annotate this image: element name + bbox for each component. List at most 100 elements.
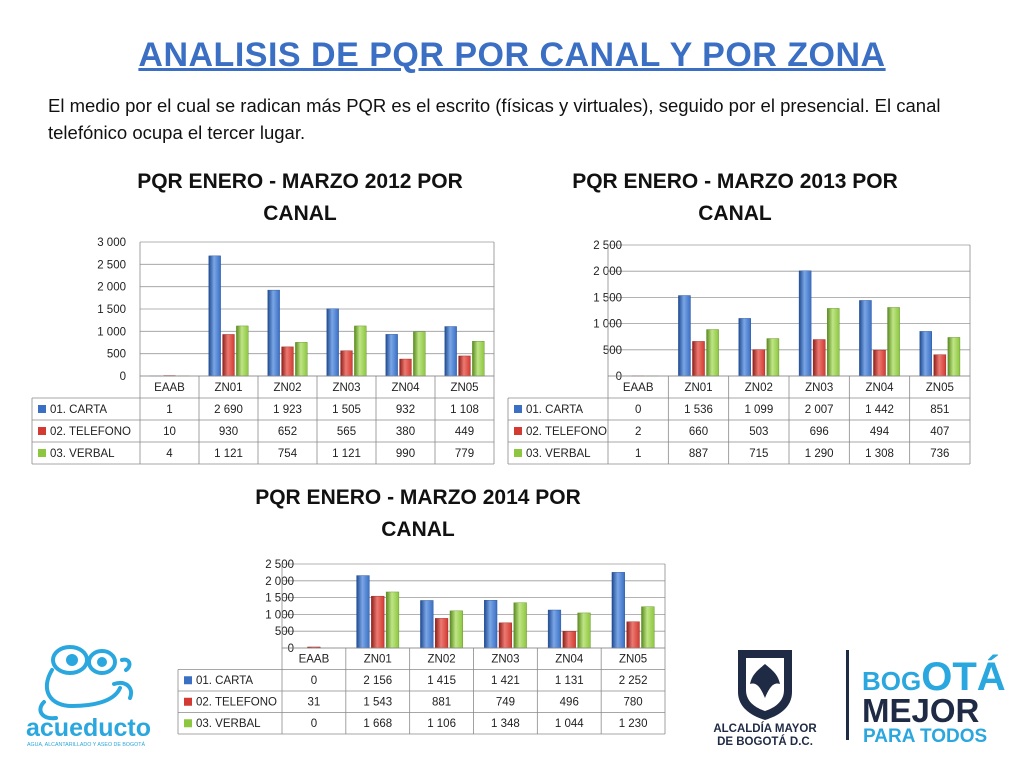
data-label: 696 [810, 426, 829, 438]
bar--verbal-zn01 [385, 591, 400, 649]
data-label: 1 536 [684, 404, 713, 416]
data-label: 749 [496, 697, 515, 709]
x-tick-label: ZN01 [684, 382, 712, 394]
data-label: 1 108 [450, 404, 479, 416]
data-label: 932 [396, 404, 415, 416]
legend-swatch [514, 449, 522, 457]
chart-title-2014: PQR ENERO - MARZO 2014 POR CANAL [255, 486, 581, 541]
data-label: 1 [166, 404, 172, 416]
data-label: 407 [930, 426, 949, 438]
legend-entry: 03. VERBAL [196, 718, 261, 730]
legend-swatch [514, 427, 522, 435]
intro-text: El medio por el cual se radican más PQR … [48, 95, 941, 143]
bar--telefono-zn03 [498, 622, 512, 649]
bar--telefono-zn01 [371, 595, 385, 649]
bar--telefono-zn05 [626, 621, 640, 649]
bar--verbal-zn04 [577, 612, 591, 649]
data-label: 715 [749, 448, 768, 460]
data-label: 1 [635, 448, 641, 460]
legend-entry: 02. TELEFONO [526, 426, 607, 438]
data-label: 2 690 [214, 404, 243, 416]
data-label: 1 099 [744, 404, 773, 416]
bar--carta-zn05 [611, 572, 625, 649]
data-label: 887 [689, 448, 708, 460]
data-label: 1 121 [214, 448, 243, 460]
legend-swatch [514, 405, 522, 413]
data-label: 10 [163, 426, 176, 438]
x-tick-label: ZN01 [364, 654, 392, 666]
data-label: 449 [455, 426, 474, 438]
data-label: 1 106 [427, 718, 456, 730]
x-tick-label: ZN03 [491, 654, 519, 666]
x-tick-label: ZN03 [805, 382, 833, 394]
y-tick-label: 2 500 [265, 559, 294, 571]
data-label: 779 [455, 448, 474, 460]
x-tick-label: ZN05 [926, 382, 954, 394]
x-tick-label: EAAB [623, 382, 654, 394]
x-tick-label: ZN05 [619, 654, 647, 666]
legend-swatch [38, 405, 46, 413]
y-tick-label: 0 [616, 371, 622, 383]
data-label: 1 230 [619, 718, 648, 730]
bar--verbal-zn05 [641, 606, 655, 649]
x-tick-label: ZN03 [332, 382, 360, 394]
bar--verbal-zn03 [513, 602, 527, 649]
y-tick-label: 2 000 [97, 282, 126, 294]
legend-entry: 01. CARTA [526, 404, 583, 416]
y-tick-label: 500 [275, 626, 294, 638]
data-label: 881 [432, 697, 451, 709]
legend-swatch [184, 676, 192, 685]
bar--carta-zn03 [484, 600, 498, 649]
data-label: 31 [308, 697, 321, 709]
data-label: 1 044 [555, 718, 584, 730]
bar--carta-zn02 [420, 600, 434, 649]
acueducto-logo: acueducto AGUA, ALCANTARILLADO Y ASEO DE… [26, 645, 151, 748]
data-label: 1 415 [427, 675, 456, 687]
y-tick-label: 0 [288, 643, 294, 655]
bogota-word-part1: BOG [862, 666, 921, 696]
data-label: 0 [635, 404, 641, 416]
data-label: 2 [635, 426, 641, 438]
frog-icon [38, 645, 133, 721]
data-label: 380 [396, 426, 415, 438]
bogota-para-todos: PARA TODOS [863, 726, 987, 747]
data-label: 496 [560, 697, 579, 709]
chart-title-2013: PQR ENERO - MARZO 2013 POR CANAL [572, 170, 898, 225]
data-label: 1 290 [805, 448, 834, 460]
data-label: 4 [166, 448, 173, 460]
svg-text:BOGOTÁ: BOGOTÁ [862, 654, 1006, 699]
data-label: 754 [278, 448, 298, 460]
data-label: 1 668 [363, 718, 392, 730]
bar--carta-zn01 [356, 575, 370, 649]
bogota-logo: BOGOTÁ MEJOR PARA TODOS [862, 654, 1006, 747]
data-label: 930 [219, 426, 238, 438]
data-label: 1 543 [363, 697, 392, 709]
y-tick-label: 2 000 [265, 576, 294, 588]
y-tick-label: 500 [107, 349, 126, 361]
bogota-mejor: MEJOR [862, 692, 980, 729]
page-title: ANALISIS DE PQR POR CANAL Y POR ZONA [138, 36, 886, 74]
bogota-word-part2: OTÁ [921, 654, 1005, 699]
bar--telefono-zn04 [562, 631, 576, 649]
data-label: 1 421 [491, 675, 520, 687]
x-tick-label: ZN04 [555, 654, 584, 666]
data-label: 736 [930, 448, 949, 460]
legend-swatch [184, 719, 192, 728]
x-tick-label: ZN04 [865, 382, 894, 394]
alcaldia-logo: ALCALDÍA MAYOR DE BOGOTÁ D.C. [713, 650, 817, 748]
x-tick-label: ZN02 [273, 382, 301, 394]
acueducto-wordmark: acueducto [26, 714, 151, 742]
x-tick-label: ZN05 [450, 382, 478, 394]
data-label: 503 [749, 426, 768, 438]
data-label: 660 [689, 426, 708, 438]
data-label: 1 131 [555, 675, 584, 687]
data-label: 1 442 [865, 404, 894, 416]
data-label: 2 252 [619, 675, 648, 687]
legend-swatch [38, 449, 46, 457]
legend-entry: 03. VERBAL [526, 448, 591, 460]
data-label: 1 308 [865, 448, 894, 460]
data-label: 1 923 [273, 404, 302, 416]
